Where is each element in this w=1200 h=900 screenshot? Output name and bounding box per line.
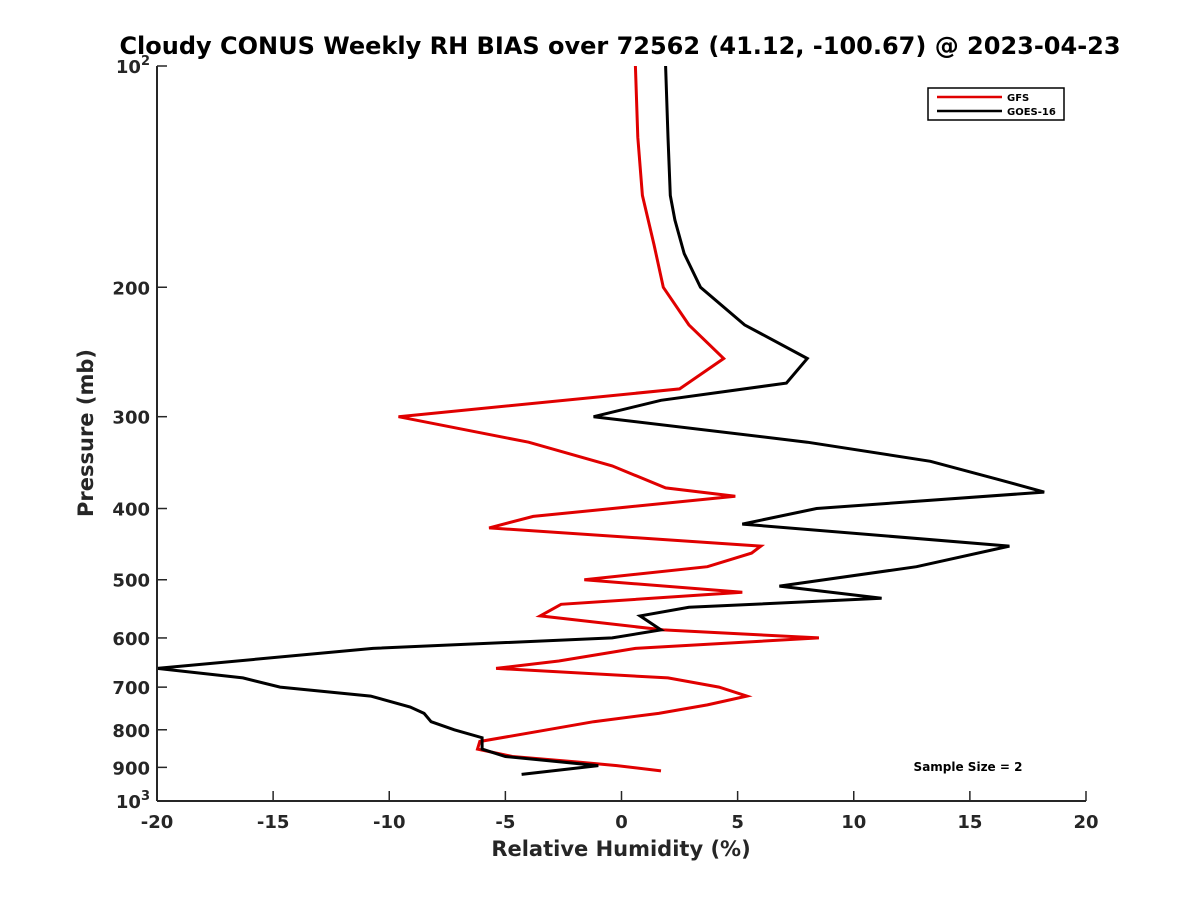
chart-title: Cloudy CONUS Weekly RH BIAS over 72562 (… [119,32,1120,60]
x-tick-label: -20 [141,812,174,833]
y-tick-label: 200 [112,278,150,299]
x-tick-label: -5 [495,812,515,833]
y-tick-label: 500 [112,571,150,592]
y-axis-ticks: 102 200 300 400 500 600 700 800 900 103 [112,54,167,813]
x-tick-label: 0 [615,812,628,833]
legend-label-goes16: GOES-16 [1007,107,1056,118]
sample-size-annotation: Sample Size = 2 [914,760,1023,774]
x-tick-label: 5 [731,812,744,833]
x-tick-label: 20 [1073,812,1098,833]
x-tick-label: -15 [257,812,290,833]
y-tick-label: 103 [116,789,150,813]
x-axis-ticks: -20 -15 -10 -5 0 5 10 15 20 [141,791,1099,833]
x-tick-label: 15 [957,812,982,833]
y-tick-label: 400 [112,500,150,521]
y-tick-label: 800 [112,721,150,742]
series-line-gfs [398,66,819,773]
legend: GFS GOES-16 [927,87,1065,121]
legend-box [927,87,1065,121]
legend-label-gfs: GFS [1007,93,1029,104]
x-axis-label: Relative Humidity (%) [491,837,750,861]
y-tick-label: 300 [112,408,150,429]
x-tick-label: 10 [841,812,866,833]
y-axis-label: Pressure (mb) [74,349,98,517]
y-tick-label: 102 [116,54,150,78]
series-layer [157,66,1045,776]
y-tick-label: 900 [112,758,150,779]
y-tick-label: 600 [112,629,150,650]
series-line-goes16 [157,66,1045,776]
x-tick-label: -10 [373,812,406,833]
y-tick-label: 700 [112,678,150,699]
